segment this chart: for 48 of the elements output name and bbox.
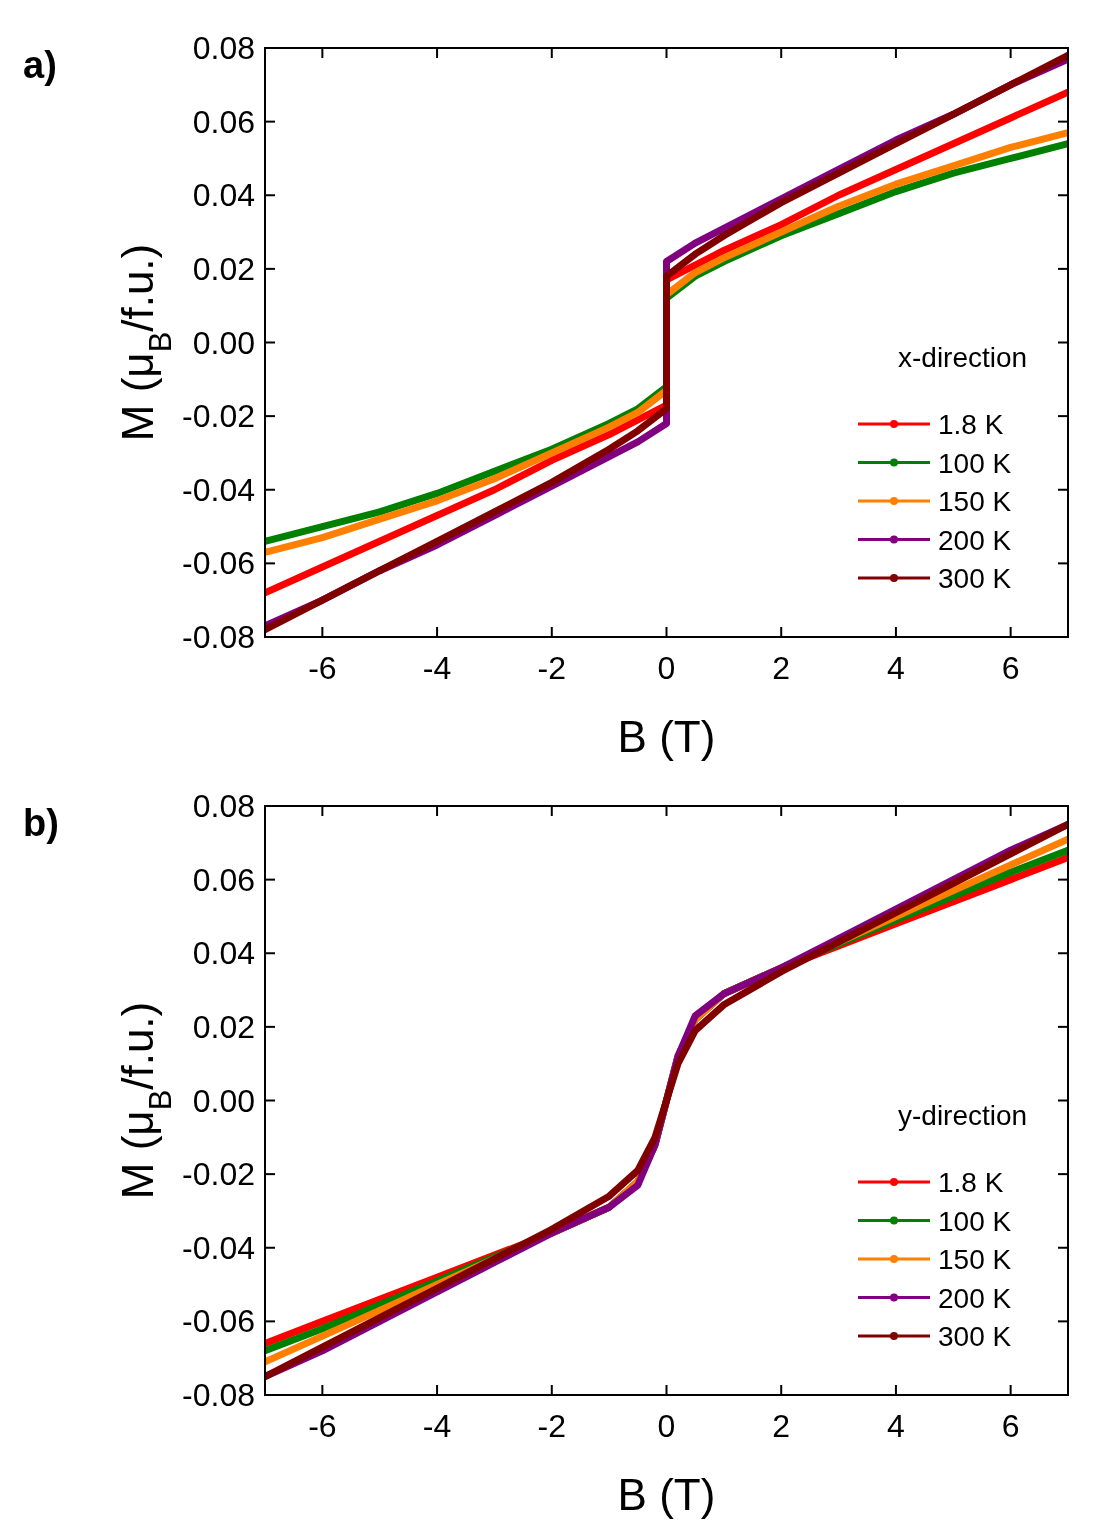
- x-tick-label: -6: [308, 1408, 337, 1444]
- x-tick-label: -2: [537, 650, 567, 686]
- y-tick-label: -0.08: [182, 619, 255, 655]
- legend-title: x-direction: [898, 342, 1028, 373]
- legend-label: 1.8 K: [938, 1167, 1004, 1198]
- y-tick-label: 0.06: [192, 103, 255, 140]
- legend-label: 300 K: [938, 563, 1012, 594]
- x-tick-label: 4: [887, 650, 905, 686]
- x-tick-label: 4: [887, 1408, 905, 1444]
- x-tick-label: -6: [308, 650, 337, 686]
- chart-title: b): [23, 802, 59, 844]
- x-tick-label: 2: [772, 650, 791, 686]
- x-tick-label: 6: [1001, 1408, 1020, 1444]
- y-tick-label: -0.06: [182, 545, 255, 582]
- x-tick-label: 2: [772, 1408, 791, 1444]
- legend-label: 1.8 K: [938, 409, 1004, 440]
- legend-label: 200 K: [938, 524, 1012, 556]
- y-tick-label: 0.04: [192, 177, 255, 214]
- y-tick-label: -0.02: [182, 398, 255, 435]
- y-tick-label: 0.02: [192, 1008, 255, 1045]
- legend-title: y-direction: [898, 1100, 1028, 1131]
- x-tick-label: 6: [1001, 650, 1020, 686]
- y-tick-label: -0.02: [182, 1156, 255, 1193]
- y-tick-label: -0.04: [182, 1229, 255, 1266]
- x-tick-label: -2: [537, 1408, 567, 1444]
- y-tick-label: 0.04: [192, 935, 255, 972]
- legend-label: 150 K: [938, 1244, 1012, 1275]
- y-tick-label: -0.06: [182, 1303, 255, 1340]
- x-tick-label: 0: [657, 1408, 676, 1444]
- chart-title: a): [23, 44, 57, 86]
- y-tick-label: 0.08: [192, 788, 255, 824]
- legend-label: 100 K: [938, 447, 1012, 479]
- y-tick-label: 0.00: [192, 324, 255, 361]
- x-tick-label: 0: [657, 650, 676, 686]
- y-tick-label: 0.06: [192, 861, 255, 898]
- x-axis-title: B (T): [617, 1470, 716, 1519]
- y-tick-label: 0.08: [192, 30, 255, 66]
- y-tick-label: -0.08: [182, 1377, 255, 1413]
- y-tick-label: 0.00: [192, 1082, 255, 1119]
- legend-label: 150 K: [938, 486, 1012, 517]
- legend-label: 200 K: [938, 1282, 1012, 1314]
- y-tick-label: -0.04: [182, 471, 255, 508]
- x-tick-label: -4: [422, 650, 452, 686]
- y-tick-label: 0.02: [192, 250, 255, 287]
- legend-label: 100 K: [938, 1205, 1012, 1237]
- x-tick-label: -4: [422, 1408, 452, 1444]
- legend-label: 300 K: [938, 1321, 1012, 1352]
- x-axis-title: B (T): [617, 712, 716, 761]
